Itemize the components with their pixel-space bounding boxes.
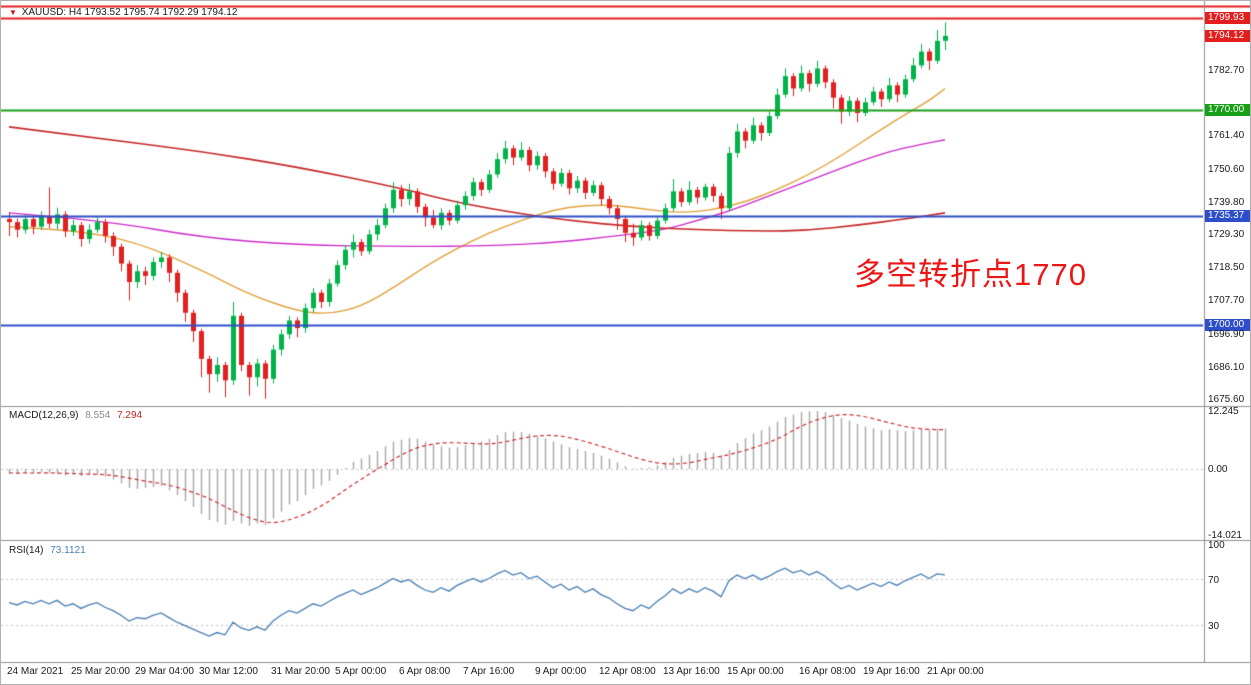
dropdown-arrow-icon[interactable]: ▼ (9, 8, 17, 17)
time-tick: 12 Apr 08:00 (599, 666, 656, 677)
price-tick: 1799.93 (1205, 12, 1250, 24)
time-tick: 31 Mar 20:00 (271, 666, 330, 677)
time-tick: 6 Apr 08:00 (399, 666, 451, 677)
time-tick: 15 Apr 00:00 (727, 666, 784, 677)
time-tick: 19 Apr 16:00 (863, 666, 920, 677)
time-tick: 30 Mar 12:00 (199, 666, 258, 677)
price-tick: 1794.12 (1205, 29, 1250, 42)
price-tick: 1770.00 (1205, 103, 1250, 116)
annotation-text[interactable]: 多空转折点1770 (854, 257, 1087, 292)
indicator-scale-tick: 30 (1208, 620, 1220, 632)
price-scale[interactable]: 1799.93 1794.12 1782.70 1770.00 1761.40 1750.… (1205, 1, 1250, 663)
macd-indicator-label: MACD(12,26,9) 8.554 7.294 (9, 410, 142, 421)
price-tick: 1729.30 (1208, 229, 1245, 240)
price-tick: 1761.40 (1208, 130, 1245, 142)
rsi-indicator-label: RSI(14) 73.1121 (9, 545, 86, 556)
indicator-scale-tick: 70 (1208, 574, 1220, 586)
macd-name-label: MACD(12,26,9) (9, 410, 79, 421)
indicator-scale-tick: -14.021 (1208, 530, 1242, 542)
price-tick: 1686.10 (1208, 361, 1245, 373)
price-tick: 1696.90 (1208, 328, 1245, 340)
price-tick: 1750.60 (1208, 163, 1245, 175)
time-tick: 5 Apr 00:00 (335, 666, 387, 677)
symbol-period-label: XAUUSD: H4 (21, 7, 82, 18)
macd-main-value: 8.554 (85, 410, 111, 421)
time-tick: 29 Mar 04:00 (135, 666, 194, 677)
indicator-scale-tick: 0.00 (1208, 464, 1228, 475)
price-tick: 1739.80 (1208, 196, 1245, 208)
price-tick: 1700.00 (1205, 319, 1250, 332)
indicator-scale-tick: 100 (1208, 540, 1225, 551)
price-tick: 1718.50 (1208, 262, 1245, 274)
time-tick: 13 Apr 16:00 (663, 666, 720, 677)
time-tick: 9 Apr 00:00 (535, 666, 587, 677)
price-tick: 1675.60 (1208, 393, 1245, 405)
time-axis[interactable]: 24 Mar 2021 25 Mar 20:00 29 Mar 04:00 30 Ma… (1, 665, 1250, 681)
price-tick: 1782.70 (1208, 64, 1245, 76)
ohlc-values-label: 1793.52 1795.74 1792.29 1794.12 (84, 7, 238, 18)
time-tick: 16 Apr 08:00 (799, 666, 856, 677)
time-tick: 25 Mar 20:00 (71, 666, 130, 677)
time-tick: 21 Apr 00:00 (927, 666, 984, 677)
time-tick: 24 Mar 2021 (7, 666, 64, 677)
macd-signal-value: 7.294 (117, 410, 143, 421)
chart-title-bar: ▼ XAUUSD: H4 1793.52 1795.74 1792.29 179… (9, 7, 237, 18)
indicator-scale-tick: 12.245 (1208, 406, 1239, 418)
time-tick: 7 Apr 16:00 (463, 666, 515, 677)
indicator-scales: 12.245 0.00 -14.021 100 70 30 (1205, 1, 1250, 684)
rsi-value: 73.1121 (50, 545, 86, 556)
price-tick: 1707.70 (1208, 295, 1245, 307)
price-tick: 1735.37 (1205, 210, 1250, 223)
rsi-name-label: RSI(14) (9, 545, 44, 556)
